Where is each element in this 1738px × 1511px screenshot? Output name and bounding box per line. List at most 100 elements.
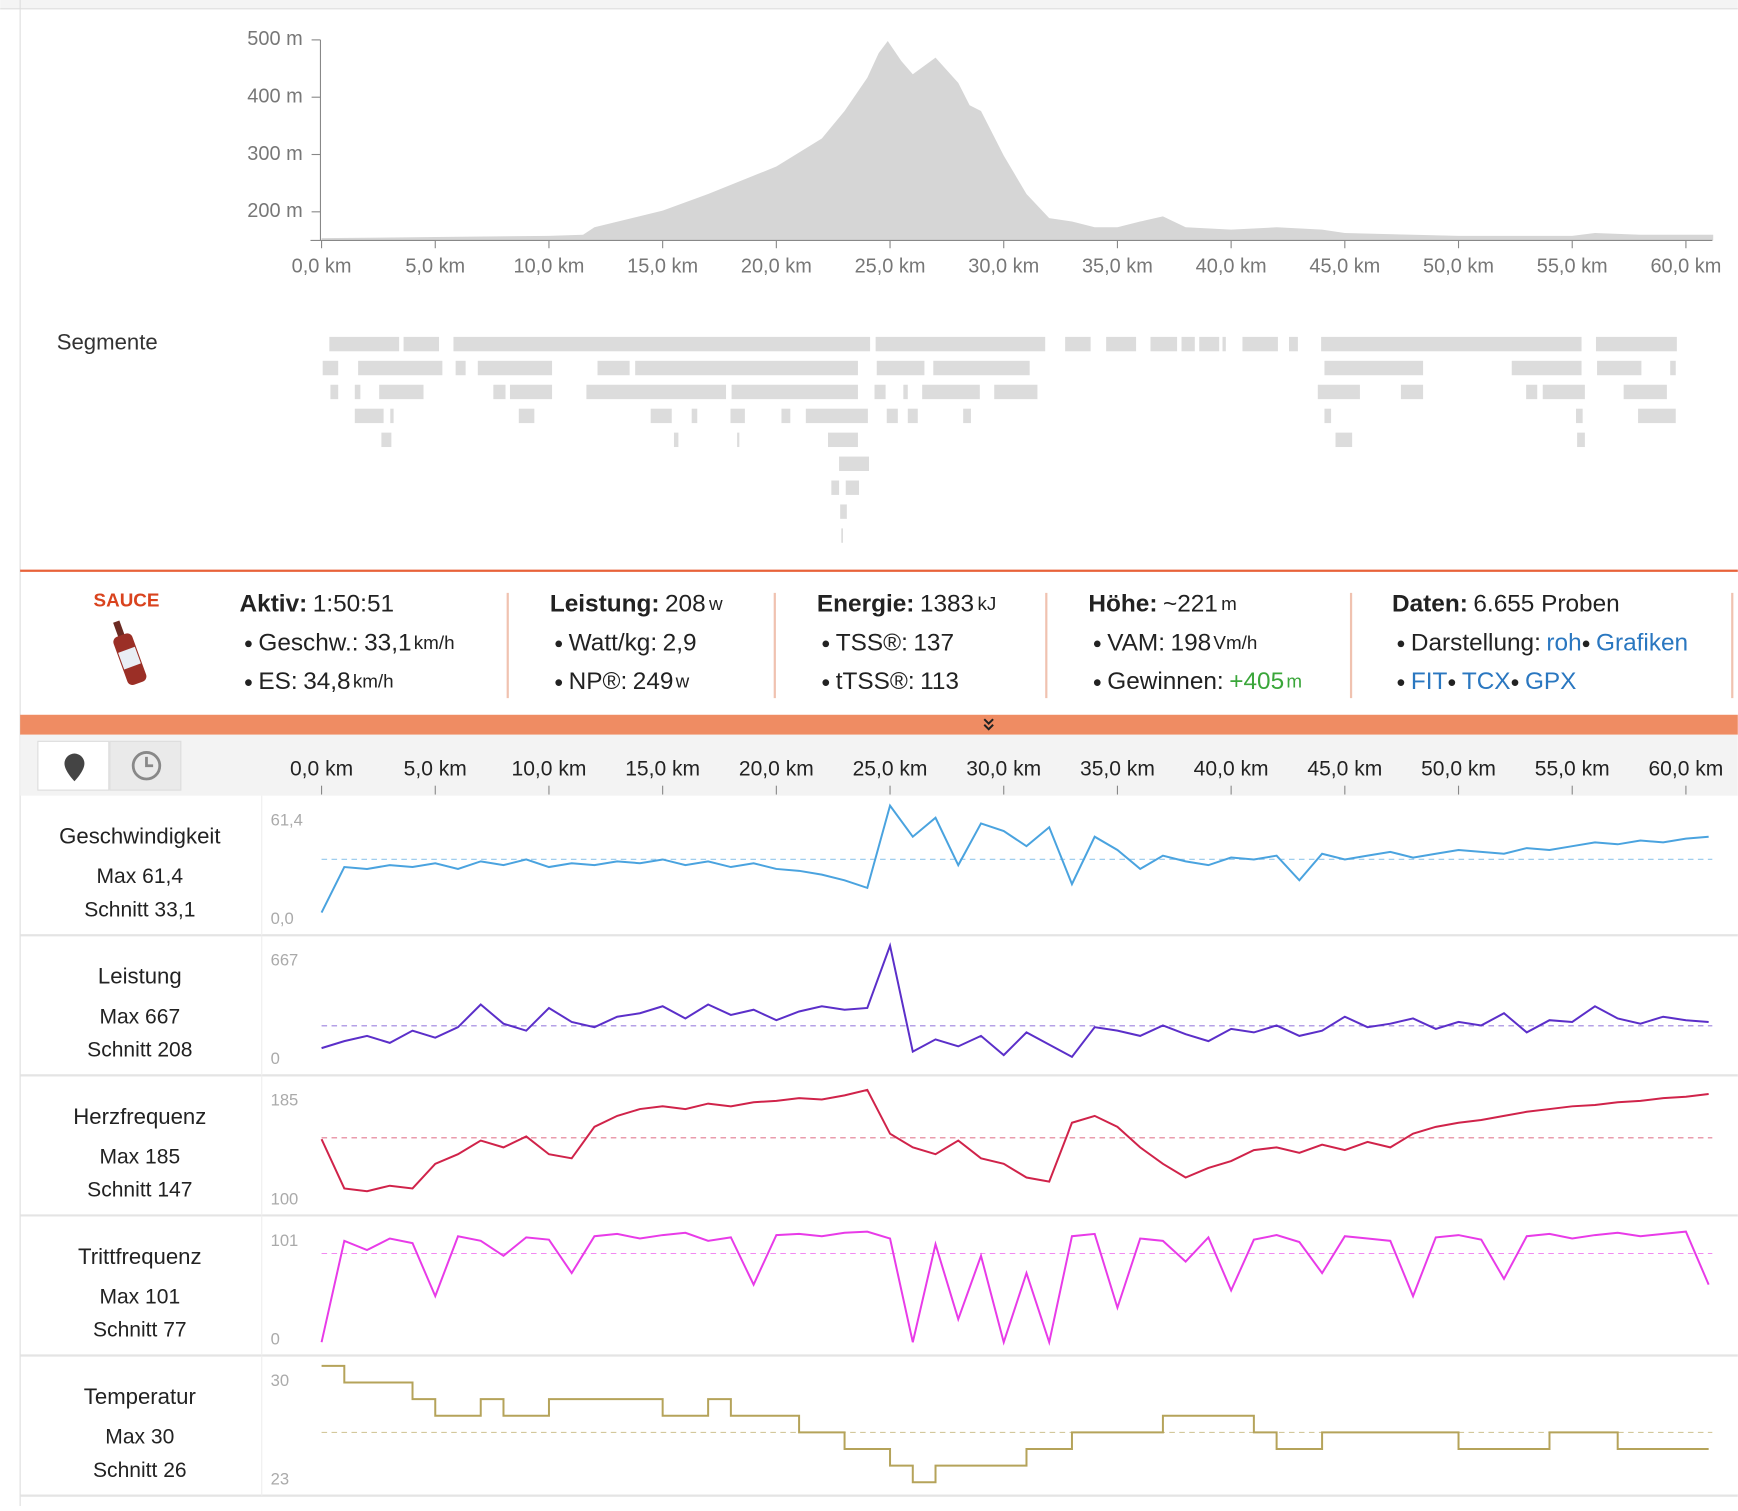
segment: [1324, 360, 1424, 376]
segment: [907, 408, 918, 424]
segment: [691, 408, 698, 424]
segment: [403, 336, 440, 352]
segments-label: Segmente: [57, 329, 158, 354]
segment: [650, 408, 672, 424]
segment: [737, 432, 740, 448]
segment: [1623, 384, 1667, 400]
x-tick-label: 55,0 km: [1535, 758, 1610, 781]
y-tick-label: 23: [271, 1469, 289, 1488]
stream-max: Max 61,4: [97, 865, 184, 888]
segment: [358, 360, 443, 376]
x-tick-label: 50,0 km: [1423, 255, 1494, 277]
segments: [322, 336, 1677, 543]
y-tick-label: 300 m: [247, 143, 302, 165]
stat-row-label: NP®:: [569, 668, 628, 695]
segment: [635, 360, 858, 376]
bullet: [1397, 679, 1405, 686]
x-tick-label: 5,0 km: [404, 758, 467, 781]
collapse-bar[interactable]: [20, 714, 1738, 735]
stat-unit: w: [708, 593, 723, 614]
segment: [874, 384, 886, 400]
x-tick-label: 35,0 km: [1082, 255, 1153, 277]
stream-line: [320, 1230, 1710, 1347]
stat-row-value: 249: [633, 668, 674, 695]
segment: [354, 408, 384, 424]
bullet: [245, 679, 252, 686]
segment: [518, 408, 535, 424]
stream-title: Trittfrequenz: [78, 1244, 202, 1269]
x-tick-label: 55,0 km: [1537, 255, 1608, 277]
stat-row-label: Gewinnen:: [1107, 668, 1223, 695]
y-tick-label: 0: [271, 1329, 280, 1348]
segment: [1335, 432, 1353, 448]
segment: [845, 480, 860, 495]
stat-unit: m: [1221, 593, 1237, 614]
segment: [875, 336, 1046, 352]
segment: [1400, 384, 1424, 400]
segment: [1199, 336, 1220, 352]
stat-row-unit: km/h: [414, 632, 455, 653]
x-tick-label: 60,0 km: [1648, 758, 1723, 781]
x-tick-label: 50,0 km: [1421, 758, 1496, 781]
stat-label: Daten:: [1392, 590, 1468, 617]
stat-label: Leistung:: [550, 590, 660, 617]
stat-row-label: Darstellung:: [1411, 629, 1541, 656]
stream-max: Max 30: [105, 1426, 174, 1449]
segment: [455, 360, 466, 376]
segment: [1542, 384, 1585, 400]
x-tick-label: 0,0 km: [292, 255, 352, 277]
y-tick-label: 400 m: [247, 85, 302, 107]
stream-avg: Schnitt 26: [93, 1459, 187, 1482]
stat-row-value: 2,9: [663, 629, 697, 656]
segment: [1065, 336, 1091, 352]
segment: [731, 384, 858, 400]
segment: [1670, 360, 1676, 376]
segment: [831, 480, 840, 495]
stat-link[interactable]: FIT: [1411, 668, 1448, 695]
stat-row-value: 33,1: [364, 629, 411, 656]
stat-row-label: ES:: [258, 668, 297, 695]
segment: [1577, 432, 1585, 448]
x-tick-label: 20,0 km: [741, 255, 812, 277]
stat-row-value: 34,8: [303, 668, 350, 695]
x-tick-label: 30,0 km: [968, 255, 1039, 277]
x-tick-label: 40,0 km: [1196, 255, 1267, 277]
stream-line: [321, 1364, 1709, 1484]
stat-row-label: Watt/kg:: [569, 629, 657, 656]
y-tick-label: 667: [271, 951, 299, 970]
stat-value: 208: [665, 590, 706, 617]
segment: [841, 528, 843, 543]
y-tick-label: 30: [271, 1371, 289, 1390]
segment: [1595, 336, 1677, 352]
x-tick-label: 20,0 km: [739, 758, 814, 781]
x-tick-label: 35,0 km: [1080, 758, 1155, 781]
stream-title: Geschwindigkeit: [59, 824, 220, 849]
segment: [840, 504, 847, 519]
segment: [354, 384, 361, 400]
stat-row-label: Geschw.:: [258, 629, 358, 656]
stat-link[interactable]: roh: [1546, 629, 1581, 656]
x-tick-label: 30,0 km: [966, 758, 1041, 781]
bullet: [822, 679, 830, 686]
stat-row-unit: m: [1286, 671, 1302, 692]
stream-max: Max 667: [99, 1005, 180, 1028]
stat-link[interactable]: TCX: [1462, 668, 1511, 695]
y-tick-label: 185: [271, 1091, 299, 1110]
stat-row-value: +405: [1229, 668, 1284, 695]
expand-chevron[interactable]: [983, 718, 994, 731]
x-tick-label: 10,0 km: [512, 758, 587, 781]
stat-link[interactable]: GPX: [1525, 668, 1576, 695]
stat-row-value: 198: [1171, 629, 1212, 656]
bullet: [1093, 679, 1101, 686]
segment: [477, 360, 553, 376]
segment: [781, 408, 791, 424]
y-tick-label: 61,4: [271, 811, 303, 830]
stat-link[interactable]: Grafiken: [1596, 629, 1688, 656]
clock-icon: [131, 751, 162, 781]
segment: [330, 384, 339, 400]
segment: [673, 432, 679, 448]
stream-title: Leistung: [98, 964, 182, 989]
stream-title: Temperatur: [84, 1384, 197, 1409]
segment: [805, 408, 868, 424]
stat-value: 1383: [920, 590, 974, 617]
